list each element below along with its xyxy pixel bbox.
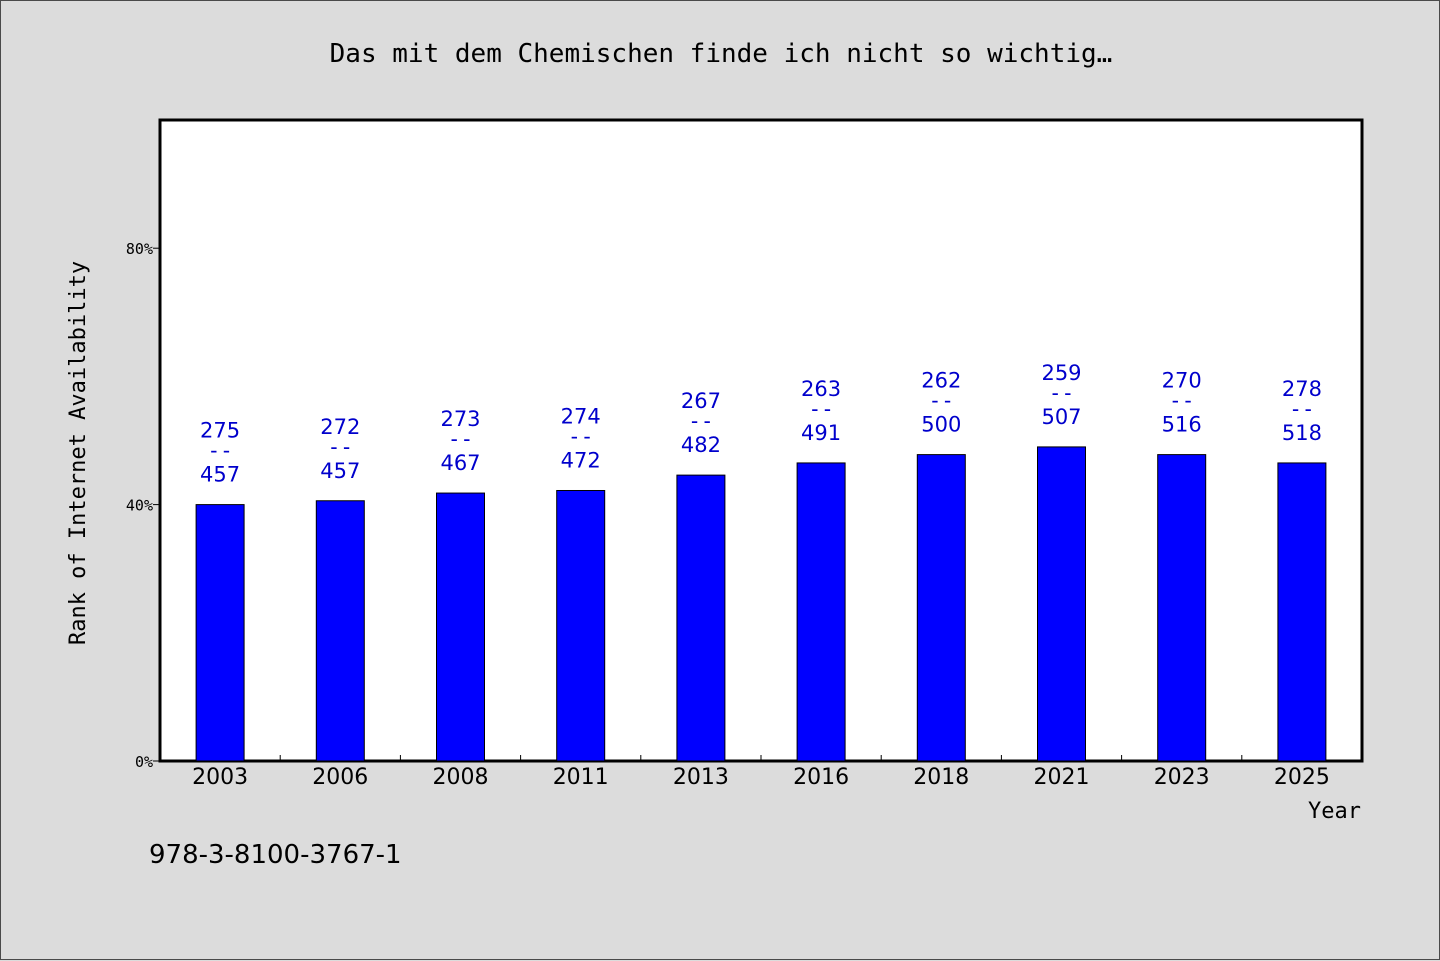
data-label-top-2003: 275: [200, 419, 240, 443]
x-tick-label-2003: 2003: [192, 765, 248, 790]
data-label-top-2025: 278: [1282, 377, 1322, 401]
isbn-annotation: 978-3-8100-3767-1: [149, 840, 402, 870]
data-label-sep-2018: --: [929, 389, 954, 413]
data-label-bottom-2018: 500: [921, 413, 961, 437]
x-tick-label-2008: 2008: [433, 765, 489, 790]
bar-2013: [676, 474, 726, 762]
data-label-sep-2008: --: [448, 427, 473, 451]
data-label-top-2016: 263: [801, 377, 841, 401]
bar-2018: [916, 454, 966, 762]
data-labels-layer: 275--457272--457273--467274--472267--482…: [200, 361, 1322, 487]
x-axis-label: Year: [1308, 799, 1361, 824]
x-tick-label-2025: 2025: [1274, 765, 1330, 790]
data-label-bottom-2008: 467: [440, 451, 480, 475]
bar-2016: [796, 462, 846, 762]
x-tick-label-2011: 2011: [553, 765, 609, 790]
y-axis: 0% 40% 80%: [126, 240, 160, 771]
x-tick-label-2021: 2021: [1034, 765, 1090, 790]
y-tick-label-80: 80%: [126, 240, 153, 258]
data-label-top-2018: 262: [921, 369, 961, 393]
data-label-top-2011: 274: [561, 404, 601, 428]
data-label-top-2021: 259: [1041, 361, 1081, 385]
bar-2025: [1277, 462, 1327, 762]
x-axis: 2003 2006 2008 2011 2013 2016 2018 2021 2023 2025: [192, 755, 1330, 790]
data-label-top-2006: 272: [320, 415, 360, 439]
data-label-bottom-2013: 482: [681, 433, 721, 457]
x-tick-label-2023: 2023: [1154, 765, 1210, 790]
bar-2021: [1037, 446, 1086, 762]
data-label-top-2023: 270: [1162, 369, 1202, 393]
bar-2023: [1157, 454, 1207, 762]
x-tick-label-2013: 2013: [673, 765, 729, 790]
data-label-sep-2021: --: [1049, 381, 1074, 405]
data-label-bottom-2021: 507: [1041, 405, 1081, 429]
data-label-sep-2013: --: [688, 409, 713, 433]
data-label-sep-2023: --: [1169, 389, 1194, 413]
y-tick-label-40: 40%: [126, 497, 153, 515]
chart-title: Das mit dem Chemischen finde ich nicht s…: [330, 39, 1113, 69]
data-label-top-2008: 273: [440, 407, 480, 431]
y-tick-label-0: 0%: [135, 753, 153, 771]
data-label-sep-2003: --: [207, 439, 232, 463]
bars-layer: [195, 446, 1327, 762]
bar-2011: [556, 489, 606, 762]
y-axis-label: Rank of Internet Availability: [66, 261, 91, 645]
data-label-bottom-2003: 457: [200, 463, 240, 487]
x-tick-label-2016: 2016: [793, 765, 849, 790]
data-label-bottom-2016: 491: [801, 421, 841, 445]
data-label-sep-2025: --: [1289, 397, 1314, 421]
data-label-bottom-2023: 516: [1162, 413, 1202, 437]
data-label-bottom-2025: 518: [1282, 421, 1322, 445]
data-label-sep-2011: --: [568, 424, 593, 448]
data-label-top-2013: 267: [681, 389, 721, 413]
data-label-sep-2006: --: [328, 435, 353, 459]
data-label-bottom-2006: 457: [320, 459, 360, 483]
data-label-sep-2016: --: [808, 397, 833, 421]
data-label-bottom-2011: 472: [561, 448, 601, 472]
bar-2006: [315, 500, 365, 762]
x-tick-label-2018: 2018: [913, 765, 969, 790]
bar-2008: [436, 492, 485, 762]
x-tick-label-2006: 2006: [312, 765, 368, 790]
bar-2003: [195, 504, 245, 762]
